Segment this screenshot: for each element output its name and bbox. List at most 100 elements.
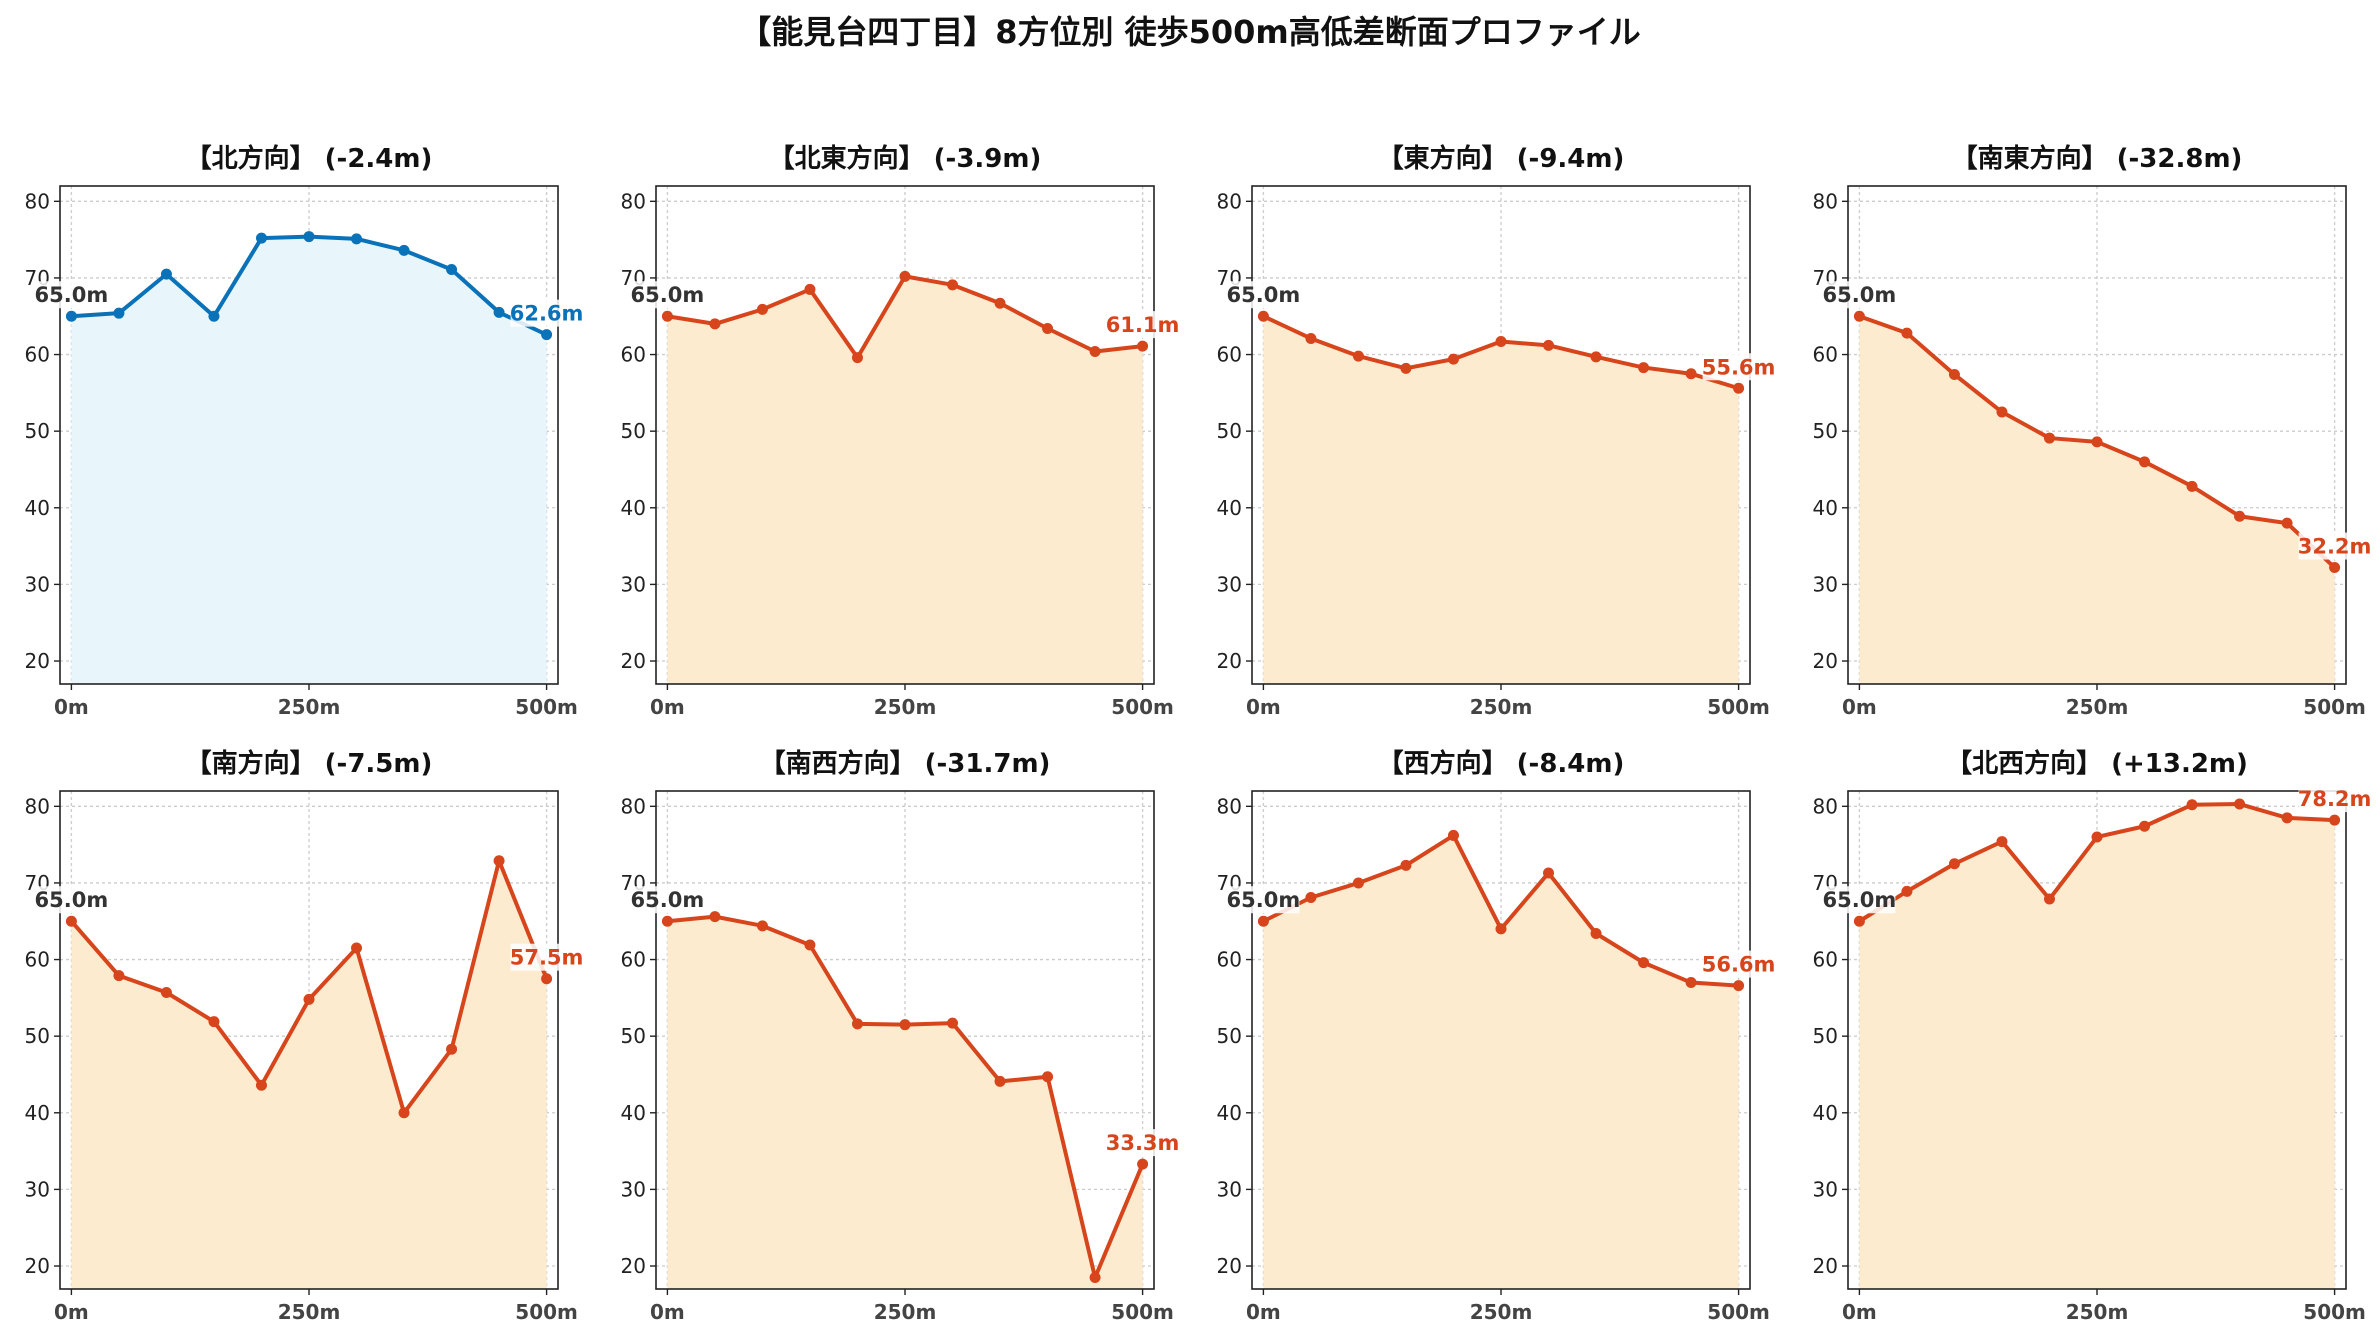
data-point — [1447, 829, 1459, 841]
xtick-label: 250m — [2066, 1300, 2129, 1324]
end-label: 55.6m — [1702, 355, 1776, 379]
data-point — [1638, 362, 1650, 374]
data-point — [1257, 310, 1269, 322]
data-point — [1853, 915, 1865, 927]
xtick-label: 0m — [1842, 695, 1877, 719]
xtick-label: 500m — [1111, 1300, 1174, 1324]
ytick-label: 60 — [1217, 343, 1242, 367]
start-label: 65.0m — [35, 888, 109, 912]
panel-title: 【東方向】 (-9.4m) — [1378, 143, 1625, 174]
data-point — [1543, 339, 1555, 351]
data-point — [1352, 350, 1364, 362]
data-point — [756, 920, 768, 932]
ytick-label: 30 — [1813, 572, 1838, 596]
start-label: 65.0m — [1227, 888, 1301, 912]
data-point — [1042, 1071, 1054, 1083]
data-point — [947, 1017, 959, 1029]
data-point — [1853, 310, 1865, 322]
xtick-label: 250m — [278, 1300, 341, 1324]
ytick-label: 80 — [1217, 189, 1242, 213]
data-point — [1352, 877, 1364, 889]
data-point — [851, 352, 863, 364]
data-point — [804, 283, 816, 295]
data-point — [1996, 406, 2008, 418]
xtick-label: 500m — [1707, 695, 1770, 719]
ytick-label: 50 — [621, 1024, 646, 1048]
panel-title: 【南西方向】 (-31.7m) — [760, 748, 1051, 779]
data-point — [2281, 812, 2293, 824]
end-label: 57.5m — [510, 946, 584, 970]
data-point — [2234, 798, 2246, 810]
data-point — [1590, 351, 1602, 363]
end-label: 78.2m — [2298, 787, 2372, 811]
data-point — [1137, 340, 1149, 352]
panel-title: 【西方向】 (-8.4m) — [1378, 748, 1625, 779]
end-label: 61.1m — [1106, 313, 1180, 337]
data-point — [2234, 510, 2246, 522]
data-point — [804, 939, 816, 951]
end-label-bg — [510, 943, 583, 971]
data-point — [1305, 891, 1317, 903]
data-point — [1685, 977, 1697, 989]
ytick-label: 30 — [1217, 572, 1242, 596]
xtick-label: 250m — [1470, 695, 1533, 719]
data-point — [1305, 332, 1317, 344]
ytick-label: 20 — [25, 649, 50, 673]
start-label: 65.0m — [1227, 283, 1301, 307]
end-label-bg — [2298, 532, 2371, 560]
data-point — [661, 310, 673, 322]
area-fill — [1263, 316, 1739, 684]
data-point — [113, 970, 125, 982]
ytick-label: 80 — [621, 189, 646, 213]
area-fill — [71, 860, 547, 1289]
start-label-bg — [1227, 281, 1300, 309]
ytick-label: 60 — [621, 948, 646, 972]
data-point — [208, 1016, 220, 1028]
ytick-label: 40 — [621, 496, 646, 520]
xtick-label: 250m — [2066, 695, 2129, 719]
data-point — [2139, 456, 2151, 468]
ytick-label: 40 — [621, 1101, 646, 1125]
start-label-bg — [1227, 886, 1300, 914]
end-label: 56.6m — [1702, 953, 1776, 977]
end-label-bg — [2298, 785, 2371, 813]
area-fill — [667, 916, 1143, 1289]
data-point — [446, 1043, 458, 1055]
data-point — [1901, 327, 1913, 339]
data-point — [1400, 362, 1412, 374]
data-point — [1447, 353, 1459, 365]
xtick-label: 250m — [278, 695, 341, 719]
data-point — [1685, 368, 1697, 380]
data-point — [1495, 923, 1507, 935]
ytick-label: 20 — [621, 649, 646, 673]
data-point — [709, 911, 721, 923]
xtick-label: 250m — [874, 695, 937, 719]
data-point — [208, 310, 220, 322]
data-point — [2091, 831, 2103, 843]
xtick-label: 0m — [650, 1300, 685, 1324]
data-point — [899, 270, 911, 282]
data-point — [756, 303, 768, 315]
data-point — [493, 306, 505, 318]
ytick-label: 20 — [1217, 1254, 1242, 1278]
data-point — [446, 264, 458, 276]
ytick-label: 80 — [1813, 189, 1838, 213]
ytick-label: 20 — [1217, 649, 1242, 673]
data-point — [1948, 368, 1960, 380]
data-point — [2329, 562, 2341, 574]
data-point — [65, 310, 77, 322]
data-point — [1638, 957, 1650, 969]
data-point — [160, 268, 172, 280]
ytick-label: 50 — [621, 419, 646, 443]
xtick-label: 250m — [1470, 1300, 1533, 1324]
ytick-label: 80 — [1217, 794, 1242, 818]
ytick-label: 50 — [25, 419, 50, 443]
data-point — [1590, 928, 1602, 940]
data-point — [493, 855, 505, 867]
data-point — [2186, 480, 2198, 492]
